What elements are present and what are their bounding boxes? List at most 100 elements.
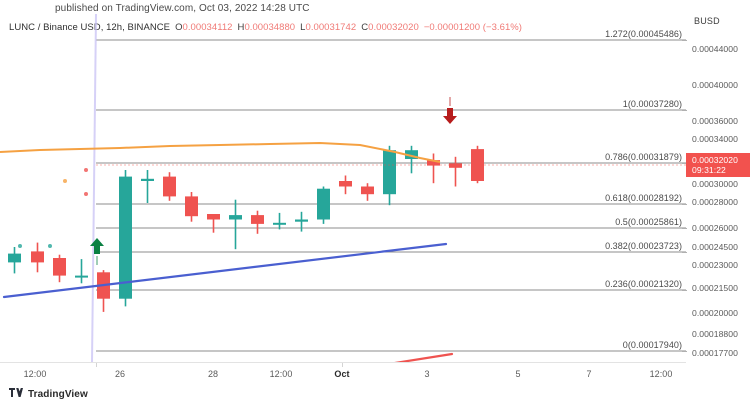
candle-body-3 <box>75 275 88 278</box>
price-tick-6: 0.00026000 <box>692 223 738 233</box>
price-tick-5: 0.00028000 <box>692 197 738 207</box>
legend-open-key: O <box>175 22 183 33</box>
chart-plot-area[interactable]: 1.272(0.00045486) 1(0.00037280) 0.786(0.00… <box>0 14 686 362</box>
vertical-marker-line <box>91 14 97 362</box>
price-tick-2: 0.00036000 <box>692 116 738 126</box>
candle-body-5 <box>119 176 132 299</box>
time-scale[interactable]: 12:00 26 28 12:00 Oct 3 5 7 12:00 <box>0 362 686 384</box>
candle-4 <box>97 270 110 312</box>
legend-symbol[interactable]: LUNC / Binance USD, 12h, BINANCE <box>9 22 171 33</box>
candle-20 <box>449 156 462 187</box>
support-trendline-blue <box>2 242 448 299</box>
fib-label-0: 1.272(0.00045486) <box>605 29 682 39</box>
candle-12 <box>273 212 286 230</box>
candle-body-19 <box>427 160 440 166</box>
candle-21 <box>471 145 484 184</box>
candle-body-8 <box>185 196 198 217</box>
time-tick-6: 5 <box>515 369 521 379</box>
candle-7 <box>163 172 176 201</box>
candle-body-16 <box>361 186 374 195</box>
candle-1 <box>31 242 44 273</box>
current-price-badge[interactable]: 0.00032020 09:31:22 <box>686 153 750 177</box>
price-tick-9: 0.00021500 <box>692 283 738 293</box>
sell-arrow-down-icon[interactable] <box>443 108 457 124</box>
price-scale-dash-0 <box>682 40 687 41</box>
candle-body-18 <box>405 150 418 159</box>
legend-close-value: 0.00032020 <box>368 22 419 33</box>
price-scale-dash-4 <box>682 228 687 229</box>
candle-0 <box>8 247 21 274</box>
price-tick-0: 0.00044000 <box>692 44 738 54</box>
published-caption: published on TradingView.com, Oct 03, 20… <box>55 3 310 14</box>
fib-label-2: 0.786(0.00031879) <box>605 152 682 162</box>
time-separator-1 <box>342 363 343 367</box>
time-tick-8: 12:00 <box>649 369 673 379</box>
candle-2 <box>53 254 66 283</box>
candle-8 <box>185 192 198 222</box>
buy-arrow-up-icon[interactable] <box>90 238 104 254</box>
legend-high-key: H <box>237 22 245 33</box>
price-tick-3: 0.00034000 <box>692 134 738 144</box>
time-tick-7: 7 <box>586 369 592 379</box>
candle-body-0 <box>8 253 21 263</box>
fib-label-6: 0.236(0.00021320) <box>605 279 682 289</box>
candle-3 <box>75 259 88 284</box>
time-tick-0: 12:00 <box>23 369 47 379</box>
price-tick-7: 0.00024500 <box>692 242 738 252</box>
price-tick-11: 0.00018800 <box>692 329 738 339</box>
candle-body-14 <box>317 188 330 220</box>
fib-label-7: 0(0.00017940) <box>622 340 682 350</box>
candle-11 <box>251 210 264 234</box>
legend-high-value: 0.00034880 <box>244 22 296 33</box>
candle-5 <box>119 170 132 307</box>
trendline-red <box>394 352 454 362</box>
candle-body-21 <box>471 149 484 181</box>
candle-body-15 <box>339 181 352 187</box>
candle-19 <box>427 153 440 184</box>
tradingview-mark-icon <box>9 388 24 401</box>
price-scale-dash-1 <box>682 110 687 111</box>
legend-open-value: 0.00034112 <box>182 22 233 33</box>
chart-canvas <box>0 14 686 362</box>
signal-dot-1 <box>63 179 67 183</box>
candle-15 <box>339 175 352 195</box>
price-tick-12: 0.00017700 <box>692 348 738 358</box>
candle-body-1 <box>31 251 44 263</box>
signal-dot-0 <box>84 168 88 172</box>
candle-6 <box>141 170 154 203</box>
candle-body-11 <box>251 215 264 224</box>
legend-close-key: C <box>361 22 369 33</box>
time-tick-1: 26 <box>114 369 126 379</box>
candle-body-7 <box>163 176 176 197</box>
candle-body-20 <box>449 163 462 168</box>
candle-body-13 <box>295 219 308 222</box>
fib-label-4: 0.5(0.00025861) <box>615 217 682 227</box>
price-scale-dash-7 <box>682 351 687 352</box>
candle-body-2 <box>53 258 66 276</box>
legend-low-value: 0.00031742 <box>305 22 357 33</box>
signal-dot-2 <box>84 192 88 196</box>
current-price-value: 0.00032020 <box>692 155 738 165</box>
candle-13 <box>295 211 308 232</box>
time-tick-2: 28 <box>207 369 219 379</box>
candle-10 <box>229 199 242 250</box>
candle-16 <box>361 183 374 201</box>
price-tick-8: 0.00023000 <box>692 260 738 270</box>
candle-18 <box>405 145 418 174</box>
tradingview-logo[interactable]: TradingView <box>9 388 88 401</box>
price-scale-dash-6 <box>682 290 687 291</box>
legend-low-key: L <box>300 22 306 33</box>
tradingview-brand-text: TradingView <box>28 389 88 400</box>
candle-body-12 <box>273 222 286 225</box>
candle-14 <box>317 186 330 224</box>
fib-label-5: 0.382(0.00023723) <box>605 241 682 251</box>
price-scale[interactable]: BUSD 0.00044000 0.00040000 0.00036000 0.000… <box>682 14 750 362</box>
signal-dot-3 <box>18 244 22 248</box>
price-tick-10: 0.00020000 <box>692 308 738 318</box>
price-scale-dash-5 <box>682 252 687 253</box>
current-price-time: 09:31:22 <box>692 165 726 175</box>
candle-9 <box>207 214 220 233</box>
candle-body-10 <box>229 215 242 220</box>
chart-footer: TradingView <box>0 384 750 406</box>
